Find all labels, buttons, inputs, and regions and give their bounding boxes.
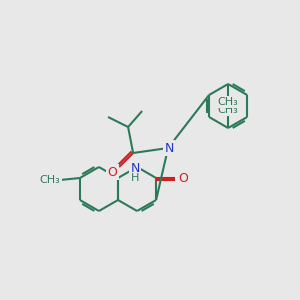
Text: H: H [131, 173, 139, 183]
Text: O: O [178, 172, 188, 184]
Text: N: N [164, 142, 174, 154]
Text: CH₃: CH₃ [218, 97, 238, 107]
Text: CH₃: CH₃ [40, 175, 61, 185]
Text: O: O [107, 166, 117, 178]
Text: N: N [130, 161, 140, 175]
Text: CH₃: CH₃ [218, 105, 238, 115]
